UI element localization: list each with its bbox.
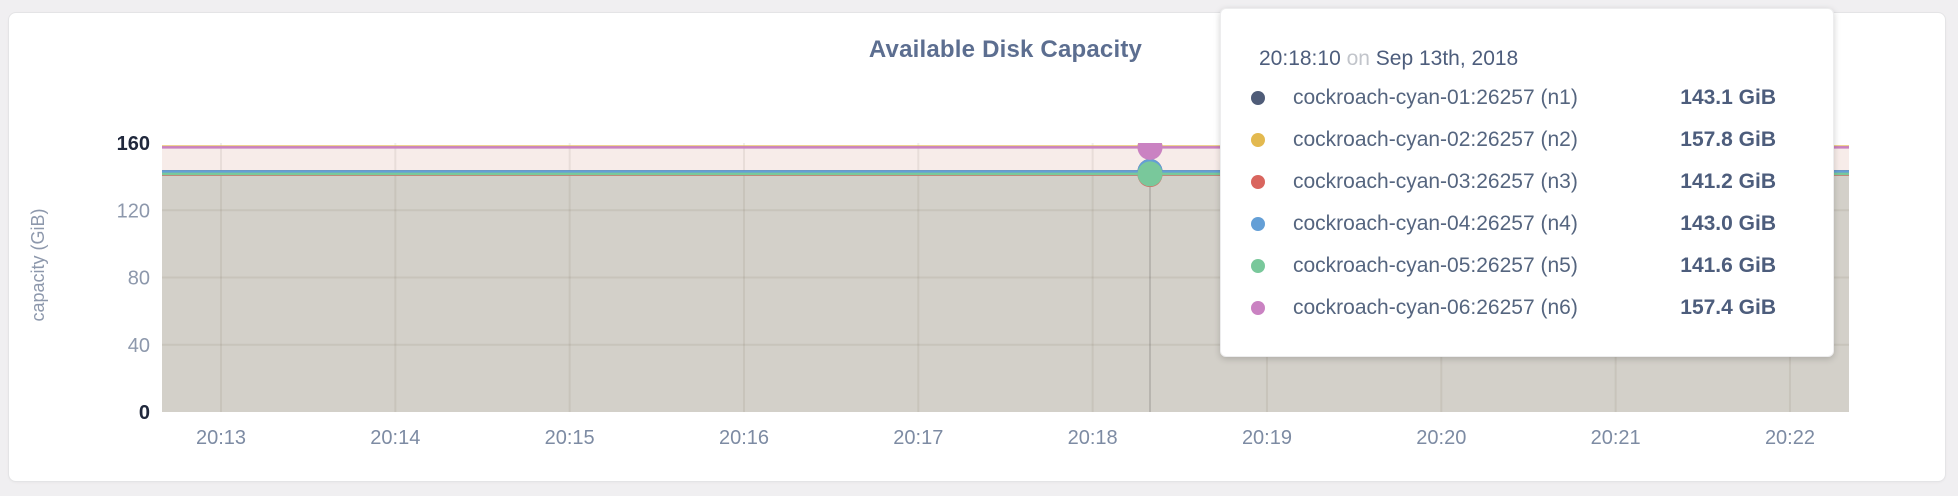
svg-text:20:17: 20:17 <box>893 427 943 449</box>
legend-series-name: cockroach-cyan-03:26257 (n3) <box>1293 170 1578 193</box>
svg-text:80: 80 <box>128 268 150 290</box>
hover-tooltip: 20:18:10 on Sep 13th, 2018 cockroach-cya… <box>1220 8 1834 357</box>
legend-row: cockroach-cyan-05:26257 (n5) 141.6 GiB <box>1251 245 1776 287</box>
legend-series-dot-icon <box>1251 301 1265 315</box>
legend-series-name: cockroach-cyan-04:26257 (n4) <box>1293 212 1578 235</box>
tooltip-conjunction: on <box>1340 47 1376 70</box>
svg-text:160: 160 <box>117 133 150 155</box>
legend-row: cockroach-cyan-04:26257 (n4) 143.0 GiB <box>1251 203 1776 245</box>
svg-text:20:19: 20:19 <box>1242 427 1292 449</box>
tooltip-legend: cockroach-cyan-01:26257 (n1) 143.1 GiB coc… <box>1251 77 1776 329</box>
svg-text:20:21: 20:21 <box>1591 427 1641 449</box>
svg-text:20:18: 20:18 <box>1068 427 1118 449</box>
svg-text:20:13: 20:13 <box>196 427 246 449</box>
legend-row: cockroach-cyan-02:26257 (n2) 157.8 GiB <box>1251 119 1776 161</box>
svg-text:20:22: 20:22 <box>1765 427 1815 449</box>
legend-series-value: 157.8 GiB <box>1680 128 1776 151</box>
tooltip-timestamp: 20:18:10 on Sep 13th, 2018 <box>1259 47 1776 71</box>
legend-row: cockroach-cyan-03:26257 (n3) 141.2 GiB <box>1251 161 1776 203</box>
x-axis-ticks: 20:13 20:14 20:15 20:16 20:17 20:18 20:19 20:20… <box>196 427 1815 449</box>
legend-row: cockroach-cyan-06:26257 (n6) 157.4 GiB <box>1251 287 1776 329</box>
tooltip-date: Sep 13th, 2018 <box>1375 47 1519 70</box>
legend-series-value: 141.2 GiB <box>1680 170 1776 193</box>
y-axis-ticks: 160 120 80 40 0 <box>117 133 150 424</box>
svg-text:20:16: 20:16 <box>719 427 769 449</box>
chart-title: Available Disk Capacity <box>868 36 1143 63</box>
legend-series-value: 157.4 GiB <box>1680 296 1776 319</box>
legend-series-dot-icon <box>1251 217 1265 231</box>
legend-series-name: cockroach-cyan-06:26257 (n6) <box>1293 296 1578 319</box>
legend-series-dot-icon <box>1251 91 1265 105</box>
svg-text:40: 40 <box>128 335 150 357</box>
svg-text:20:14: 20:14 <box>370 427 420 449</box>
legend-series-value: 141.6 GiB <box>1680 254 1776 277</box>
legend-series-dot-icon <box>1251 175 1265 189</box>
legend-series-name: cockroach-cyan-01:26257 (n1) <box>1293 86 1578 109</box>
legend-series-value: 143.0 GiB <box>1680 212 1776 235</box>
tooltip-time: 20:18:10 <box>1259 47 1341 70</box>
legend-series-dot-icon <box>1251 259 1265 273</box>
legend-series-value: 143.1 GiB <box>1680 86 1776 109</box>
svg-text:20:15: 20:15 <box>545 427 595 449</box>
legend-series-name: cockroach-cyan-02:26257 (n2) <box>1293 128 1578 151</box>
svg-text:0: 0 <box>139 402 150 424</box>
svg-text:20:20: 20:20 <box>1416 427 1466 449</box>
legend-series-name: cockroach-cyan-05:26257 (n5) <box>1293 254 1578 277</box>
legend-series-dot-icon <box>1251 133 1265 147</box>
hover-markers <box>1137 143 1163 412</box>
svg-text:120: 120 <box>117 200 150 222</box>
legend-row: cockroach-cyan-01:26257 (n1) 143.1 GiB <box>1251 77 1776 119</box>
